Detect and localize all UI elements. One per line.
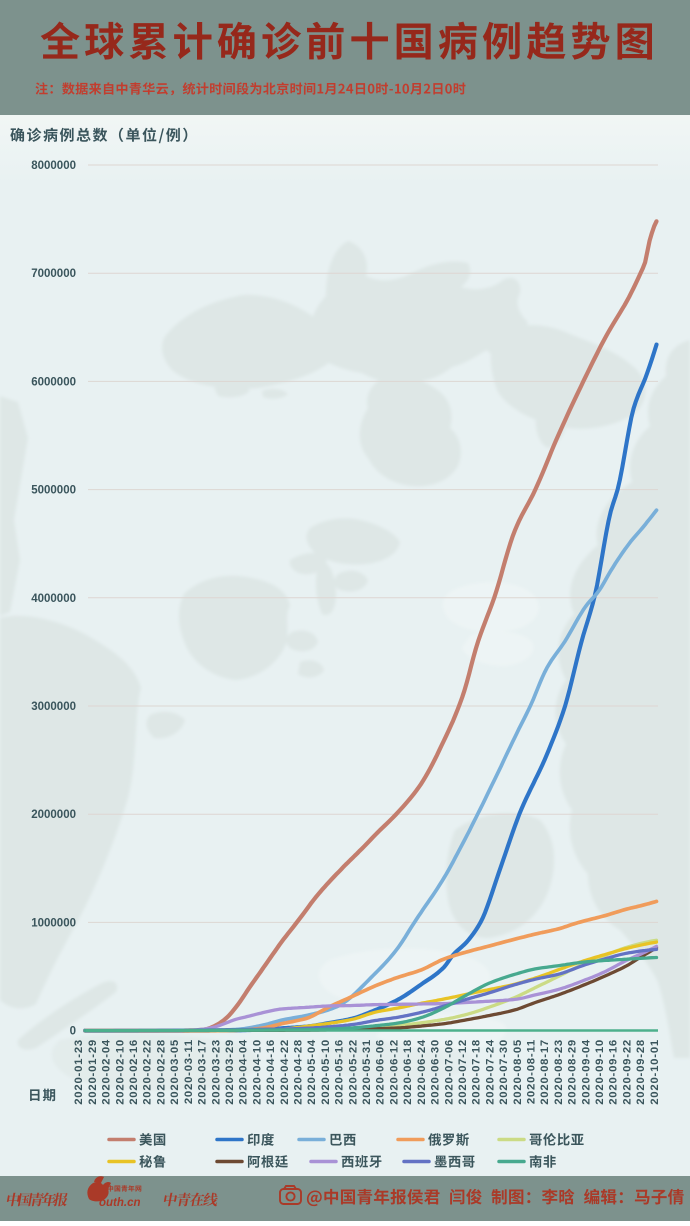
svg-text:2020-04-16: 2020-04-16 [265,1039,277,1105]
svg-text:2020-08-23: 2020-08-23 [553,1039,565,1105]
svg-text:2020-05-22: 2020-05-22 [347,1039,359,1105]
svg-text:2020-02-22: 2020-02-22 [142,1039,154,1105]
svg-text:2020-08-05: 2020-08-05 [512,1039,524,1105]
svg-text:outh.cn: outh.cn [99,1197,141,1209]
svg-text:2020-05-10: 2020-05-10 [320,1039,332,1105]
svg-text:2020-06-24: 2020-06-24 [416,1039,428,1105]
svg-text:2020-09-16: 2020-09-16 [608,1039,620,1105]
svg-text:2020-07-06: 2020-07-06 [443,1039,455,1105]
svg-text:2020-07-30: 2020-07-30 [498,1039,510,1105]
svg-text:2020-05-16: 2020-05-16 [334,1039,346,1105]
svg-text:2020-03-17: 2020-03-17 [197,1039,209,1105]
svg-text:2020-08-17: 2020-08-17 [539,1039,551,1105]
svg-text:2020-08-29: 2020-08-29 [567,1039,579,1105]
svg-text:2020-02-04: 2020-02-04 [101,1039,113,1105]
svg-text:2020-02-16: 2020-02-16 [128,1039,140,1105]
svg-text:2020-06-18: 2020-06-18 [402,1039,414,1105]
svg-text:2020-07-24: 2020-07-24 [484,1039,496,1105]
svg-text:2020-03-11: 2020-03-11 [183,1039,195,1104]
svg-text:2020-09-04: 2020-09-04 [580,1039,592,1105]
svg-text:2020-03-23: 2020-03-23 [210,1039,222,1105]
svg-text:2020-09-22: 2020-09-22 [621,1039,633,1105]
svg-text:2020-04-04: 2020-04-04 [238,1039,250,1105]
svg-text:0: 0 [70,1026,76,1038]
svg-text:2000000: 2000000 [31,809,76,821]
svg-text:2020-10-01: 2020-10-01 [649,1039,661,1105]
svg-text:2020-07-12: 2020-07-12 [457,1039,469,1105]
svg-text:2020-06-12: 2020-06-12 [388,1039,400,1105]
svg-text:2020-09-28: 2020-09-28 [635,1039,647,1105]
svg-text:2020-06-06: 2020-06-06 [375,1039,387,1105]
svg-text:2020-06-30: 2020-06-30 [430,1039,442,1105]
svg-text:7000000: 7000000 [31,268,76,280]
svg-text:2020-09-10: 2020-09-10 [594,1039,606,1105]
svg-text:2020-05-04: 2020-05-04 [306,1039,318,1105]
svg-text:3000000: 3000000 [31,701,76,713]
svg-text:4000000: 4000000 [31,593,76,605]
svg-text:2020-03-05: 2020-03-05 [169,1039,181,1105]
svg-text:2020-01-29: 2020-01-29 [87,1039,99,1105]
svg-text:8000000: 8000000 [31,160,76,172]
svg-text:2020-04-10: 2020-04-10 [251,1039,263,1105]
svg-text:2020-07-18: 2020-07-18 [471,1039,483,1105]
svg-text:1000000: 1000000 [31,917,76,929]
svg-text:2020-01-23: 2020-01-23 [73,1039,85,1105]
svg-text:2020-04-22: 2020-04-22 [279,1039,291,1105]
svg-text:2020-02-28: 2020-02-28 [155,1039,167,1105]
svg-text:2020-02-10: 2020-02-10 [114,1039,126,1105]
svg-text:2020-04-28: 2020-04-28 [293,1039,305,1105]
svg-text:2020-03-29: 2020-03-29 [224,1039,236,1105]
svg-text:2020-05-31: 2020-05-31 [361,1039,373,1105]
svg-text:6000000: 6000000 [31,376,76,388]
svg-text:5000000: 5000000 [31,485,76,497]
svg-text:2020-08-11: 2020-08-11 [526,1039,538,1104]
